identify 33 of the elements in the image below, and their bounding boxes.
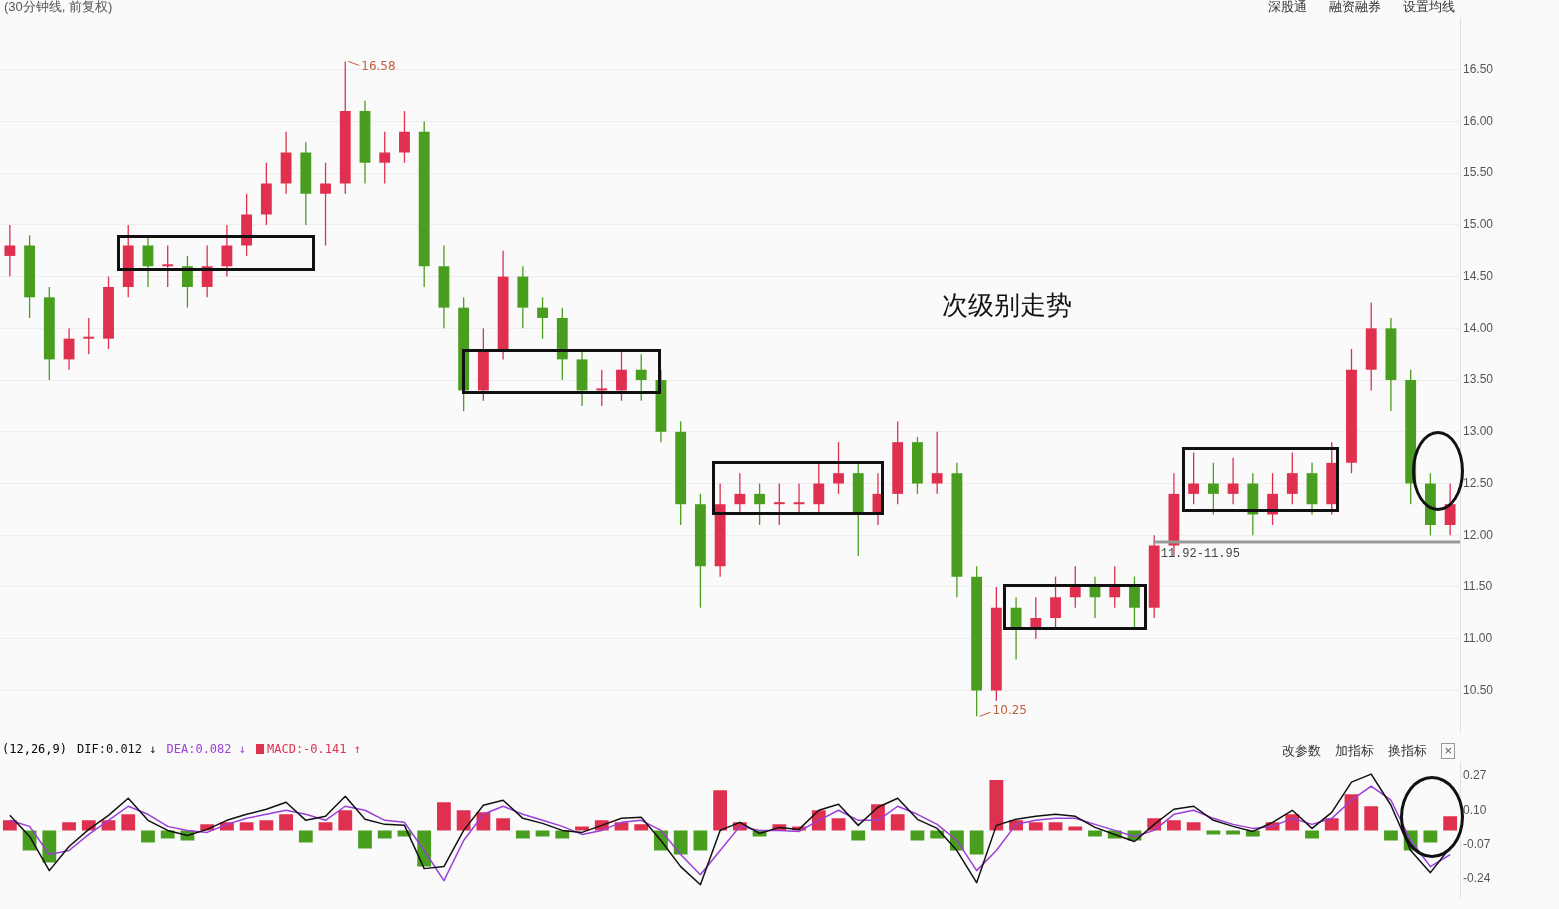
y-tick-label: 10.50: [1463, 682, 1494, 697]
y-tick-label: 0.10: [1463, 802, 1487, 817]
y-tick-label: 0.27: [1463, 768, 1487, 783]
band-label: 11.92-11.95: [1160, 546, 1240, 561]
chart-title: (30分钟线, 前复权): [4, 0, 113, 16]
y-tick-label: -0.24: [1463, 870, 1491, 885]
y-tick-label: 11.00: [1463, 631, 1493, 646]
chart-title: (12,26,9): [2, 742, 68, 756]
text: 融资融券: [1329, 0, 1381, 16]
text: 深股通: [1268, 0, 1307, 16]
y-tick-label: 11.50: [1463, 579, 1493, 594]
annotation: 10.25: [992, 703, 1027, 718]
text: 改参数: [1282, 742, 1322, 760]
y-tick-label: 16.00: [1463, 113, 1494, 128]
text: 加指标: [1335, 742, 1375, 760]
text: 设置均线: [1403, 0, 1455, 16]
y-tick-label: 12.00: [1463, 527, 1494, 542]
text: DIF:0.012 ↓: [77, 742, 157, 756]
y-tick-label: 14.00: [1463, 320, 1494, 335]
y-tick-label: 16.50: [1463, 62, 1494, 77]
text: 换指标: [1388, 742, 1428, 760]
y-tick-label: 13.50: [1463, 372, 1494, 387]
text: DEA:0.082 ↓: [166, 742, 246, 756]
y-tick-label: 15.00: [1463, 217, 1494, 232]
text: ×: [1441, 743, 1455, 759]
y-tick-label: 15.50: [1463, 165, 1494, 180]
y-tick-label: 13.00: [1463, 424, 1494, 439]
y-tick-label: -0.07: [1463, 836, 1491, 851]
y-tick-label: 12.50: [1463, 475, 1494, 490]
legend-label: MACD:-0.141 ↑: [267, 742, 361, 756]
annotation: 16.58: [361, 58, 396, 73]
y-tick-label: 14.50: [1463, 268, 1494, 283]
annotation: 次级别走势: [941, 290, 1072, 321]
